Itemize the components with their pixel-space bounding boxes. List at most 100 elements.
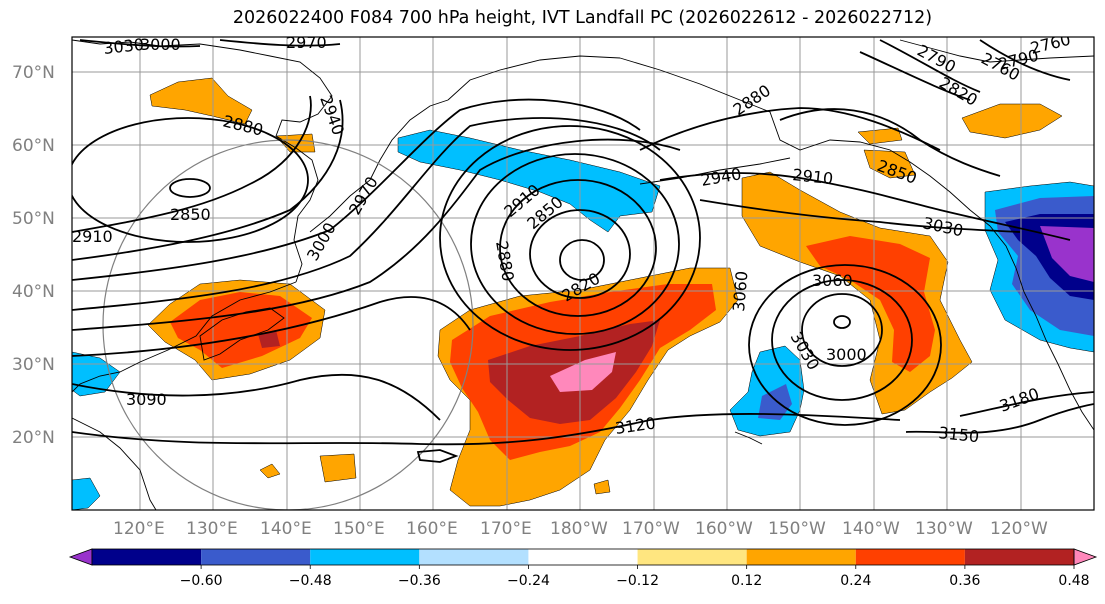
colorbar-tick-label: −0.36: [398, 573, 441, 589]
lon-label: 130°W: [915, 519, 973, 539]
lat-label: 20°N: [12, 428, 55, 448]
contour-3000-high: [771, 279, 913, 401]
colorbar-segment: [964, 549, 1074, 565]
ivt-region-east-pacific-red: [806, 236, 935, 372]
latitude-labels: 70°N 60°N 50°N 40°N 30°N 20°N: [12, 63, 55, 448]
contour-label: 2910: [792, 165, 834, 188]
contour-label: 3150: [938, 423, 980, 446]
contour-hawaii-small: [416, 449, 459, 463]
longitude-labels: 120°E 130°E 140°E 150°E 160°E 170°E 180°…: [113, 519, 1048, 539]
lon-label: 120°W: [990, 519, 1048, 539]
colorbar-segment: [92, 549, 202, 565]
contour-3030-east: [699, 199, 1021, 233]
lon-label: 120°E: [113, 519, 165, 539]
contour-2910-low: [470, 153, 680, 335]
contour-label: 3030: [102, 35, 144, 58]
colorbar-segment: [419, 549, 529, 565]
lon-label: 170°W: [622, 519, 680, 539]
ivt-region-ne-purple: [1040, 226, 1094, 282]
lon-label: 150°W: [768, 519, 826, 539]
colorbar: [68, 548, 1098, 566]
ivt-region-japan-darkred: [258, 330, 280, 348]
contour-label: 3000: [826, 345, 867, 364]
colorbar-segment: [855, 549, 965, 565]
contour-2790-east: [879, 39, 981, 93]
coast-japan: [199, 307, 285, 361]
lon-label: 170°E: [480, 519, 532, 539]
lon-label: 180°W: [550, 519, 608, 539]
contour-3120-main: [72, 413, 901, 446]
colorbar-tick-label: 0.12: [731, 573, 762, 589]
contour-2880-east: [639, 107, 941, 151]
lat-label: 30°N: [12, 355, 55, 375]
contour-2940-west: [72, 99, 344, 261]
colorbar-outline: [91, 548, 1075, 566]
contour-2880-west: [72, 117, 309, 243]
colorbar-labels: −0.60 −0.48 −0.36 −0.24 −0.12 0.12 0.24 0.36 0.4…: [180, 565, 1090, 589]
coastlines: [72, 39, 1094, 510]
ivt-region-sw-sky: [72, 477, 101, 510]
colorbar-tick-label: 0.24: [840, 573, 871, 589]
lon-label: 160°E: [406, 519, 458, 539]
contour-3030-high: [833, 315, 851, 329]
colorbar-segment: [310, 549, 420, 565]
contour-label: 3000: [140, 35, 181, 54]
lon-label: 130°E: [186, 519, 238, 539]
contour-2970-west: [72, 98, 641, 281]
contour-3180-main: [959, 391, 1094, 417]
colorbar-tick-label: −0.48: [289, 573, 332, 589]
contour-2760-east: [979, 39, 1071, 81]
coast-nw-america: [989, 225, 1094, 431]
contour-3090-main: [72, 373, 441, 421]
ivt-region-small-3: [593, 479, 611, 495]
contour-2850-low: [529, 209, 631, 299]
map-content: 3030 3000 2970 2940 2880 2850 2910 3000 …: [72, 33, 1094, 510]
ivt-region-west-sky: [72, 351, 121, 397]
map-frame: [71, 36, 1095, 511]
colorbar-segment: [528, 549, 638, 565]
ivt-region-small-1: [259, 463, 281, 479]
colorbar-segment: [201, 549, 311, 565]
contour-2820-low: [559, 239, 605, 281]
lat-label: 70°N: [12, 63, 55, 83]
contour-2880-low: [499, 179, 657, 317]
lat-label: 40°N: [12, 282, 55, 302]
coast-hawaii: [734, 431, 763, 445]
ivt-region-japan-red: [170, 292, 312, 368]
contour-3060-high: [801, 293, 883, 367]
colorbar-segment: [1073, 548, 1098, 566]
coast-asia-mainland: [72, 281, 297, 393]
lat-label: 60°N: [12, 136, 55, 156]
contour-2970-high: [748, 264, 942, 426]
coast-canada-north: [899, 39, 1094, 63]
contour-2850-east: [779, 108, 1001, 177]
ivt-region-alaska-orange: [857, 127, 903, 145]
colorbar-tick-label: −0.60: [180, 573, 223, 589]
contour-label: 3090: [126, 390, 167, 409]
ivt-region-central-pacific-pink: [550, 352, 616, 392]
colorbar-segment: [746, 549, 856, 565]
coast-chukotka: [447, 55, 621, 101]
contour-label: 2910: [72, 227, 113, 246]
colorbar-tick-label: 0.48: [1058, 573, 1089, 589]
contour-2910-east: [659, 172, 1071, 241]
colorbar-tick-label: −0.12: [616, 573, 659, 589]
ivt-region-siberia: [149, 77, 253, 125]
contour-label: 2970: [286, 33, 327, 52]
contour-3060-main: [72, 296, 471, 357]
contour-2820-east: [859, 51, 971, 101]
landfall-circle: [102, 139, 474, 510]
coast-china: [72, 417, 157, 510]
contour-3000-west: [72, 117, 661, 311]
contour-2940-low: [439, 125, 701, 351]
lat-label: 50°N: [12, 209, 55, 229]
coast-alaska: [619, 57, 991, 227]
ivt-region-mid-blue: [758, 384, 792, 420]
contour-label: 3060: [729, 270, 751, 312]
map-title: 2026022400 F084 700 hPa height, IVT Land…: [232, 8, 933, 28]
lon-label: 160°W: [695, 519, 753, 539]
contour-label: 2850: [170, 205, 211, 224]
contour-3030-main: [72, 138, 681, 331]
coast-kurils: [309, 179, 371, 233]
colorbar-tick-label: 0.36: [949, 573, 980, 589]
